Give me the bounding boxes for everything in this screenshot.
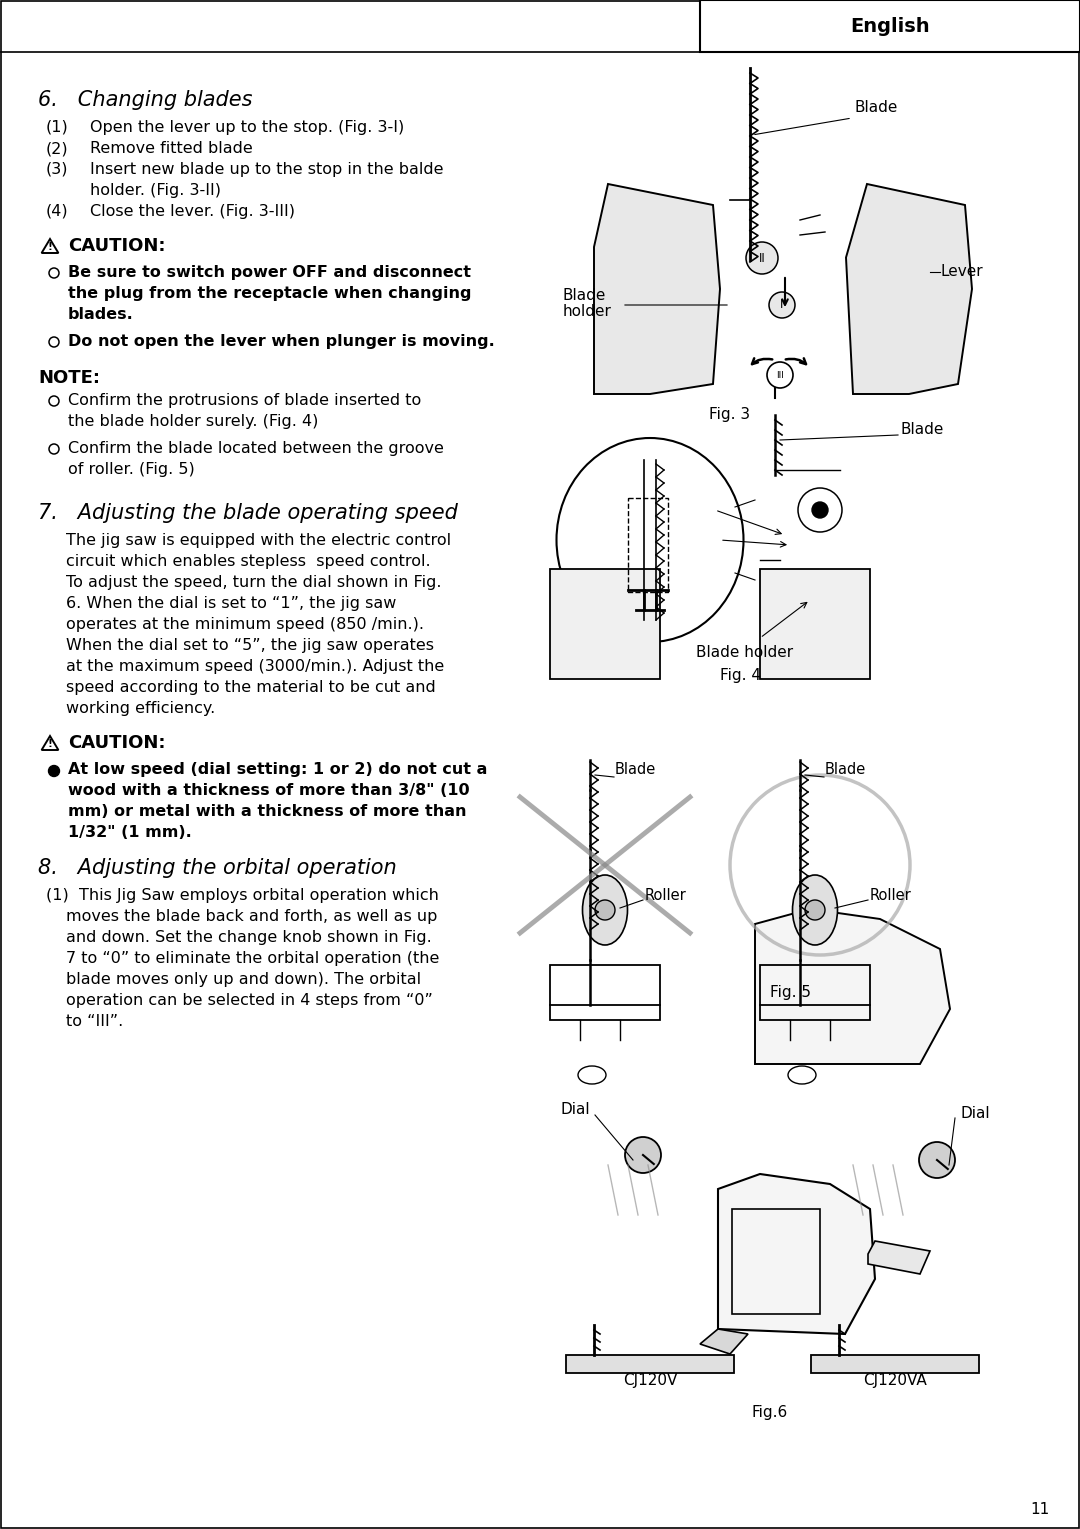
Text: Dial: Dial (561, 1102, 590, 1118)
Text: Fig. 5: Fig. 5 (769, 985, 810, 1000)
Text: Blade: Blade (825, 763, 866, 778)
Text: the plug from the receptacle when changing: the plug from the receptacle when changi… (68, 286, 472, 301)
Text: 7.   Adjusting the blade operating speed: 7. Adjusting the blade operating speed (38, 503, 458, 523)
Text: (1)  This Jig Saw employs orbital operation which: (1) This Jig Saw employs orbital operati… (46, 888, 438, 904)
Text: speed according to the material to be cut and: speed according to the material to be cu… (66, 680, 435, 696)
Text: I: I (781, 298, 784, 312)
Text: blade moves only up and down). The orbital: blade moves only up and down). The orbit… (66, 972, 421, 988)
Polygon shape (755, 910, 950, 1064)
Text: Open the lever up to the stop. (Fig. 3-I): Open the lever up to the stop. (Fig. 3-I… (90, 119, 404, 135)
Text: 6. When the dial is set to “1”, the jig saw: 6. When the dial is set to “1”, the jig … (66, 596, 396, 612)
Text: CJ120VA: CJ120VA (863, 1373, 927, 1387)
Text: !: ! (48, 739, 53, 749)
Text: Fig. 4: Fig. 4 (719, 668, 760, 683)
Text: (4): (4) (46, 203, 69, 219)
Text: (2): (2) (46, 141, 69, 156)
Text: CJ120V: CJ120V (623, 1373, 677, 1387)
Text: holder. (Fig. 3-II): holder. (Fig. 3-II) (90, 183, 221, 197)
Text: Blade: Blade (855, 101, 899, 116)
Text: II: II (758, 251, 766, 265)
Text: to “III”.: to “III”. (66, 1014, 123, 1029)
Text: English: English (850, 17, 930, 35)
Text: Do not open the lever when plunger is moving.: Do not open the lever when plunger is mo… (68, 333, 495, 349)
Text: 1/32" (1 mm).: 1/32" (1 mm). (68, 826, 192, 839)
Text: working efficiency.: working efficiency. (66, 700, 215, 716)
Text: To adjust the speed, turn the dial shown in Fig.: To adjust the speed, turn the dial shown… (66, 575, 442, 590)
Ellipse shape (793, 875, 837, 945)
Text: Fig. 3: Fig. 3 (710, 407, 751, 422)
Text: NOTE:: NOTE: (38, 368, 100, 387)
Circle shape (919, 1142, 955, 1177)
Polygon shape (868, 1242, 930, 1274)
Text: mm) or metal with a thickness of more than: mm) or metal with a thickness of more th… (68, 804, 467, 820)
Text: operates at the minimum speed (850 /min.).: operates at the minimum speed (850 /min.… (66, 618, 424, 631)
Text: Confirm the protrusions of blade inserted to: Confirm the protrusions of blade inserte… (68, 393, 421, 408)
Circle shape (805, 901, 825, 920)
Text: blades.: blades. (68, 307, 134, 323)
Text: III: III (777, 370, 784, 379)
Text: Confirm the blade located between the groove: Confirm the blade located between the gr… (68, 440, 444, 456)
Text: wood with a thickness of more than 3/8" (10: wood with a thickness of more than 3/8" … (68, 783, 470, 798)
Text: (3): (3) (46, 162, 68, 177)
Text: Dial: Dial (960, 1105, 989, 1121)
Circle shape (769, 292, 795, 318)
Text: Blade holder: Blade holder (697, 645, 794, 661)
Text: CAUTION:: CAUTION: (68, 237, 165, 255)
Text: CAUTION:: CAUTION: (68, 734, 165, 752)
Text: Be sure to switch power OFF and disconnect: Be sure to switch power OFF and disconne… (68, 265, 471, 280)
Text: The jig saw is equipped with the electric control: The jig saw is equipped with the electri… (66, 534, 451, 547)
Text: Remove fitted blade: Remove fitted blade (90, 141, 253, 156)
Text: the blade holder surely. (Fig. 4): the blade holder surely. (Fig. 4) (68, 414, 319, 430)
Text: Lever: Lever (940, 265, 983, 280)
Text: Roller: Roller (870, 887, 912, 902)
Text: of roller. (Fig. 5): of roller. (Fig. 5) (68, 462, 194, 477)
Text: !: ! (48, 242, 53, 252)
Circle shape (625, 1138, 661, 1173)
Text: at the maximum speed (3000/min.). Adjust the: at the maximum speed (3000/min.). Adjust… (66, 659, 444, 674)
Text: Blade: Blade (615, 763, 657, 778)
Circle shape (595, 901, 615, 920)
Text: Blade: Blade (563, 287, 606, 303)
Polygon shape (760, 569, 870, 679)
Circle shape (812, 502, 828, 518)
Text: 6.   Changing blades: 6. Changing blades (38, 90, 253, 110)
Text: holder: holder (563, 303, 612, 318)
Text: Close the lever. (Fig. 3-III): Close the lever. (Fig. 3-III) (90, 203, 295, 219)
Text: When the dial set to “5”, the jig saw operates: When the dial set to “5”, the jig saw op… (66, 638, 434, 653)
Text: 7 to “0” to eliminate the orbital operation (the: 7 to “0” to eliminate the orbital operat… (66, 951, 440, 966)
Polygon shape (846, 183, 972, 394)
FancyBboxPatch shape (566, 1355, 734, 1373)
Polygon shape (550, 569, 660, 679)
Ellipse shape (582, 875, 627, 945)
Text: Insert new blade up to the stop in the balde: Insert new blade up to the stop in the b… (90, 162, 444, 177)
Text: operation can be selected in 4 steps from “0”: operation can be selected in 4 steps fro… (66, 992, 433, 1008)
Text: Fig.6: Fig.6 (752, 1405, 788, 1420)
Circle shape (746, 242, 778, 274)
Text: circuit which enables stepless  speed control.: circuit which enables stepless speed con… (66, 553, 431, 569)
Text: Roller: Roller (645, 887, 687, 902)
Polygon shape (700, 1329, 748, 1355)
Polygon shape (594, 183, 720, 394)
Text: 11: 11 (1030, 1503, 1050, 1517)
Text: 8.   Adjusting the orbital operation: 8. Adjusting the orbital operation (38, 858, 396, 878)
Text: and down. Set the change knob shown in Fig.: and down. Set the change knob shown in F… (66, 930, 432, 945)
FancyBboxPatch shape (811, 1355, 978, 1373)
Circle shape (49, 766, 59, 777)
Text: (1): (1) (46, 119, 69, 135)
Text: moves the blade back and forth, as well as up: moves the blade back and forth, as well … (66, 910, 437, 924)
Bar (700, 0, 1080, 52)
Text: Blade: Blade (900, 422, 943, 437)
Text: At low speed (dial setting: 1 or 2) do not cut a: At low speed (dial setting: 1 or 2) do n… (68, 761, 487, 777)
Polygon shape (718, 1174, 875, 1333)
